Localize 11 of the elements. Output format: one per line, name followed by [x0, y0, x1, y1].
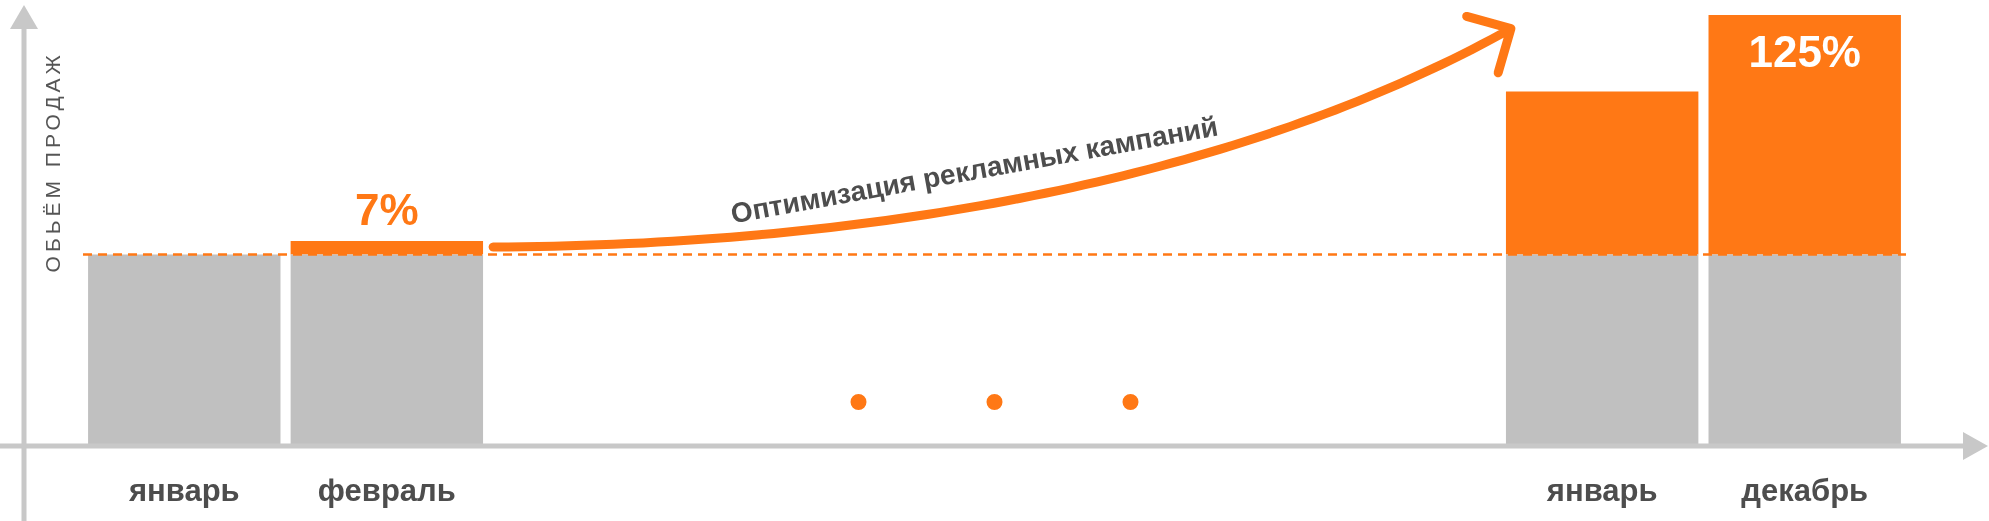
x-tick-label: февраль [317, 473, 456, 509]
x-tick-label: декабрь [1741, 473, 1869, 509]
bar [1708, 254, 1901, 446]
bar [1505, 254, 1699, 446]
x-tick-label: январь [127, 473, 240, 509]
data-label: 125% [1748, 27, 1861, 77]
bar [88, 254, 281, 446]
bar [290, 254, 484, 446]
y-axis-title: ОБЬЁМ ПРОДАЖ [40, 51, 64, 273]
x-tick-label: январь [1545, 473, 1658, 509]
data-label: 7% [355, 185, 419, 235]
